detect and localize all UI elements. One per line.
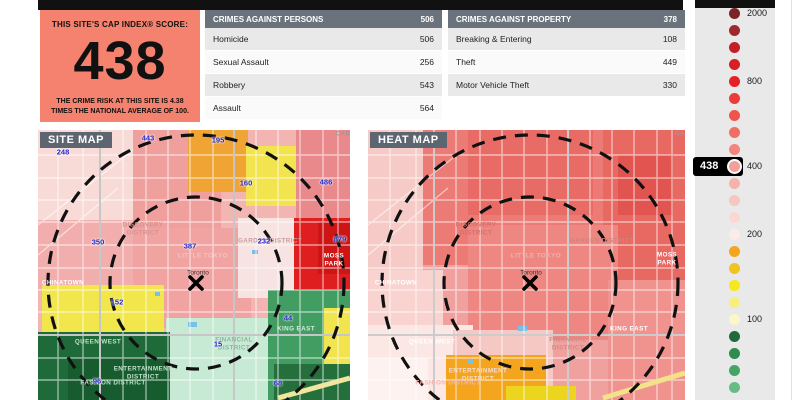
legend-dot [728,143,740,155]
site-marker-x-icon [522,275,538,291]
crime-type-label: Theft [456,57,476,67]
crime-type-label: Motor Vehicle Theft [456,80,530,90]
legend-dot [728,75,740,87]
legend-dot [728,58,740,70]
score-note: THE CRIME RISK AT THIS SITE IS 4.38 TIME… [51,98,189,115]
table-header-label: CRIMES AGAINST PROPERTY [456,14,572,24]
crimes-against-persons-table: CRIMES AGAINST PERSONS 506 Homicide 506 Sexu… [205,10,442,120]
cap-score-panel: THIS SITE'S CAP INDEX® SCORE: 438 THE CR… [40,10,200,122]
legend-dot [728,347,740,359]
legend-dot [728,211,740,223]
table-header-value: 378 [663,14,677,24]
legend-top-bar [695,0,775,8]
table-row: Robbery 543 [205,74,442,97]
crime-type-label: Sexual Assault [213,57,269,67]
legend-dot [728,364,740,376]
score-title: THIS SITE'S CAP INDEX® SCORE: [51,20,189,29]
legend-dot [728,279,740,291]
table-row: Assault 564 [205,97,442,120]
heat-map-image [368,130,685,400]
table-header: CRIMES AGAINST PERSONS 506 [205,10,442,28]
table-header-value: 506 [420,14,434,24]
legend-tick-label: 800 [747,76,763,86]
crime-index-value: 506 [419,34,434,44]
table-row: Theft 449 [448,51,685,74]
legend-tick-label: 100 [747,314,763,324]
crime-index-value: 449 [662,57,677,67]
page-edge-divider [791,0,792,400]
site-map-title: SITE MAP [40,132,112,148]
crime-index-value: 256 [419,57,434,67]
crime-type-label: Breaking & Entering [456,34,532,44]
legend-dot [728,92,740,104]
crime-index-value: 330 [662,80,677,90]
legend-tick-label: 200 [747,229,763,239]
legend-dot [728,194,740,206]
crime-index-value: 543 [419,80,434,90]
site-map-panel: SITE MAP CHINATOWN DISCOVERY DISTRICT GARD… [38,130,350,400]
crimes-against-property-table: CRIMES AGAINST PROPERTY 378 Breaking & Ent… [448,10,685,97]
crime-index-value: 564 [419,103,434,113]
crime-type-label: Homicide [213,34,249,44]
legend-dot [728,313,740,325]
table-row: Sexual Assault 256 [205,51,442,74]
table-row: Motor Vehicle Theft 330 [448,74,685,97]
legend-tick-label: 400 [747,161,763,171]
table-header-label: CRIMES AGAINST PERSONS [213,14,324,24]
legend-dot [728,245,740,257]
legend-dot [728,330,740,342]
legend-dot [728,126,740,138]
legend-dot [728,41,740,53]
legend-dot [728,296,740,308]
legend-dot [728,160,740,172]
legend-dot [728,228,740,240]
crime-type-label: Robbery [213,80,246,90]
crime-type-label: Assault [213,103,241,113]
table-row: Homicide 506 [205,28,442,51]
legend-dot [728,381,740,393]
legend-dot [728,7,740,19]
heat-map-panel: HEAT MAP CHINATOWN DISCOVERY DISTRICT GARD… [368,130,685,400]
crime-index-value: 108 [662,34,677,44]
table-header: CRIMES AGAINST PROPERTY 378 [448,10,685,28]
table-row: Breaking & Entering 108 [448,28,685,51]
site-marker-x-icon [188,275,204,291]
top-bar [38,0,683,10]
legend-dot [728,24,740,36]
heat-map-title: HEAT MAP [370,132,447,148]
cap-index-legend: 2000 800 438 400 200 100 [693,0,775,400]
legend-dot [728,262,740,274]
site-map-image [38,130,350,400]
legend-tick-label: 2000 [747,8,768,18]
legend-dot [728,109,740,121]
legend-dot [728,177,740,189]
score-value: 438 [73,31,167,91]
